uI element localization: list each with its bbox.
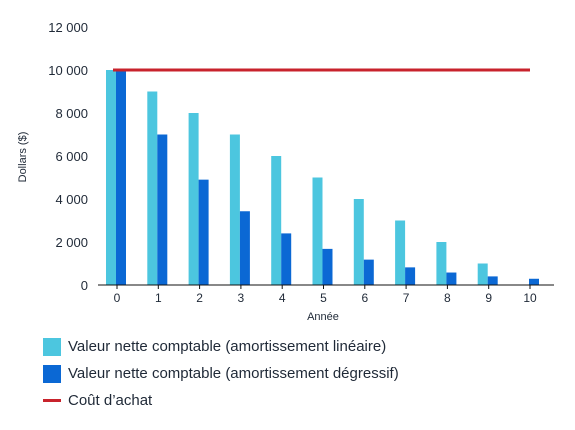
legend-swatch-linear <box>43 337 61 356</box>
bar-declining-4 <box>281 233 292 285</box>
legend-item-declining: Valeur nette comptable (amortissement dé… <box>43 360 543 387</box>
bar-linear-8 <box>436 242 447 285</box>
legend-label-purchase-cost: Coût d’achat <box>68 392 153 409</box>
bar-declining-8 <box>446 272 457 285</box>
bar-chart: 0 2 000 4 000 6 000 8 000 10 000 12 000 0 1 2 3 4 5… <box>17 20 554 323</box>
x-tick-label-2: 2 <box>196 291 203 305</box>
bar-linear-3 <box>229 134 240 285</box>
legend-swatch-declining <box>43 364 61 383</box>
x-tick-label-1: 1 <box>155 291 162 305</box>
bar-declining-5 <box>322 248 333 285</box>
bar-declining-6 <box>363 259 374 285</box>
x-tick-label-9: 9 <box>485 291 492 305</box>
bar-declining-10 <box>529 278 539 285</box>
x-tick-label-6: 6 <box>361 291 368 305</box>
bar-linear-9 <box>477 263 488 285</box>
bar-linear-1 <box>147 91 158 285</box>
bar-declining-1 <box>157 134 168 285</box>
legend-label-declining: Valeur nette comptable (amortissement dé… <box>68 365 399 382</box>
y-axis-title: Dollars ($) <box>17 132 29 183</box>
y-tick-label-5: 10 000 <box>48 63 88 78</box>
bar-linear-6 <box>353 199 364 285</box>
bar-linear-0 <box>106 70 116 285</box>
x-tick-label-0: 0 <box>114 291 121 305</box>
bar-declining-2 <box>198 179 209 285</box>
x-tick-label-10: 10 <box>523 291 537 305</box>
chart-legend: Valeur nette comptable (amortissement li… <box>43 333 543 414</box>
x-tick-label-8: 8 <box>444 291 451 305</box>
y-tick-label-3: 6 000 <box>55 149 88 164</box>
bar-declining-7 <box>405 267 416 285</box>
y-tick-label-0: 0 <box>81 278 88 293</box>
bar-declining-0 <box>116 70 126 285</box>
bar-declining-3 <box>239 211 250 285</box>
x-tick-label-7: 7 <box>403 291 410 305</box>
legend-item-linear: Valeur nette comptable (amortissement li… <box>43 333 543 360</box>
bar-linear-5 <box>312 177 323 285</box>
bar-linear-7 <box>395 220 406 285</box>
y-tick-label-2: 4 000 <box>55 192 88 207</box>
y-tick-label-1: 2 000 <box>55 235 88 250</box>
x-axis-title: Année <box>307 311 339 323</box>
legend-label-linear: Valeur nette comptable (amortissement li… <box>68 338 387 355</box>
legend-line-purchase-cost <box>43 399 61 402</box>
x-tick-label-3: 3 <box>238 291 245 305</box>
x-tick-label-5: 5 <box>320 291 327 305</box>
x-tick-label-4: 4 <box>279 291 286 305</box>
y-tick-label-6: 12 000 <box>48 20 88 35</box>
y-tick-label-4: 8 000 <box>55 106 88 121</box>
bar-linear-4 <box>271 156 282 285</box>
legend-item-purchase-cost: Coût d’achat <box>43 387 543 414</box>
bar-declining-9 <box>487 276 498 285</box>
bar-linear-2 <box>188 113 199 285</box>
